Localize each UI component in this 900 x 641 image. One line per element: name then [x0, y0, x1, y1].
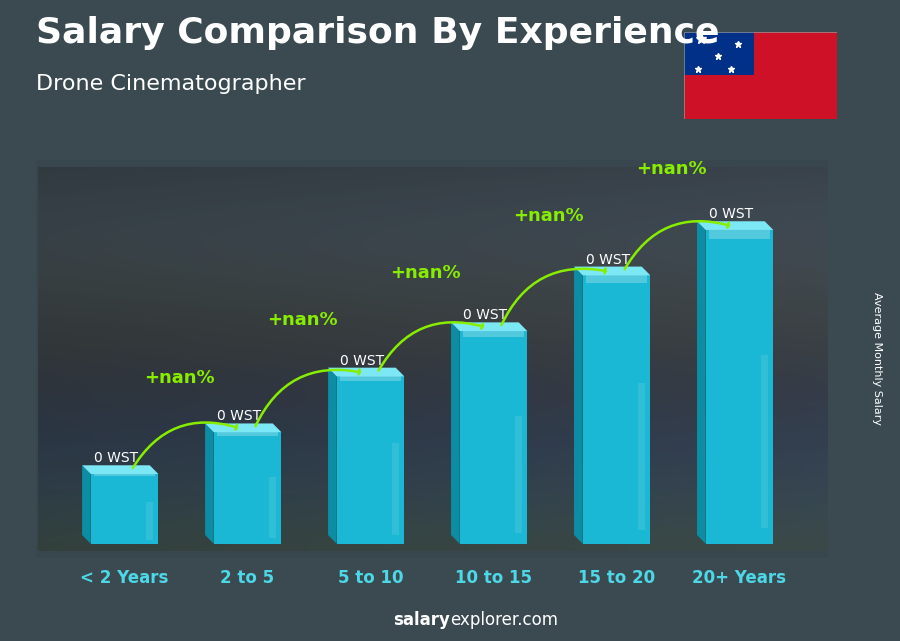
- Bar: [684, 32, 754, 76]
- Polygon shape: [82, 465, 91, 544]
- Text: explorer.com: explorer.com: [450, 612, 558, 629]
- Bar: [761, 356, 768, 528]
- Text: 0 WST: 0 WST: [586, 253, 630, 267]
- Text: 0 WST: 0 WST: [94, 451, 139, 465]
- Bar: [582, 275, 651, 544]
- Polygon shape: [328, 368, 404, 376]
- Bar: [213, 432, 282, 544]
- Text: salary: salary: [393, 612, 450, 629]
- Text: Average Monthly Salary: Average Monthly Salary: [872, 292, 883, 426]
- Bar: [94, 474, 155, 476]
- Text: +nan%: +nan%: [391, 264, 461, 282]
- Bar: [638, 383, 645, 530]
- Bar: [706, 230, 773, 544]
- Text: Salary Comparison By Experience: Salary Comparison By Experience: [36, 16, 719, 50]
- Polygon shape: [205, 424, 282, 432]
- Polygon shape: [574, 267, 651, 275]
- Bar: [392, 444, 399, 535]
- Polygon shape: [328, 368, 337, 544]
- Bar: [709, 230, 770, 239]
- Text: +nan%: +nan%: [636, 160, 707, 178]
- Polygon shape: [205, 424, 213, 544]
- Polygon shape: [697, 221, 706, 544]
- Bar: [217, 432, 278, 435]
- Text: +nan%: +nan%: [514, 207, 584, 225]
- Bar: [586, 275, 647, 283]
- Polygon shape: [574, 267, 582, 544]
- Polygon shape: [451, 322, 460, 544]
- Bar: [340, 376, 400, 381]
- Text: +nan%: +nan%: [145, 369, 215, 387]
- Bar: [146, 502, 153, 540]
- Text: 0 WST: 0 WST: [340, 354, 384, 368]
- Text: Drone Cinematographer: Drone Cinematographer: [36, 74, 306, 94]
- Text: +nan%: +nan%: [267, 312, 338, 329]
- Bar: [91, 474, 158, 544]
- Bar: [269, 477, 276, 538]
- Bar: [515, 416, 522, 533]
- Bar: [337, 376, 404, 544]
- Polygon shape: [697, 221, 773, 230]
- Polygon shape: [82, 465, 158, 474]
- Text: 0 WST: 0 WST: [709, 207, 753, 221]
- Text: 0 WST: 0 WST: [464, 308, 508, 322]
- Bar: [464, 331, 524, 337]
- Bar: [460, 331, 527, 544]
- Polygon shape: [451, 322, 527, 331]
- Text: 0 WST: 0 WST: [217, 410, 261, 424]
